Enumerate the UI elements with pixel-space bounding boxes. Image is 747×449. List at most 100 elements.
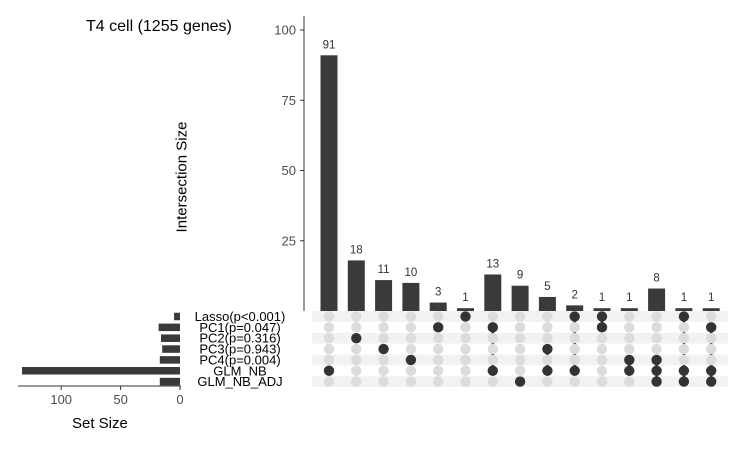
matrix-dot-inactive (569, 354, 580, 366)
matrix-dot-inactive (706, 343, 717, 355)
matrix-dot-active (678, 376, 690, 387)
matrix-dot-active (542, 365, 553, 376)
intersection-value-label: 9 (517, 270, 523, 282)
matrix-dot-inactive (624, 343, 635, 355)
matrix-dot-active (405, 354, 417, 366)
matrix-dot-inactive (460, 333, 471, 344)
chart-title: T4 cell (1255 genes) (86, 18, 232, 35)
matrix-dot-inactive (351, 311, 362, 322)
matrix-dot-active (569, 311, 580, 322)
matrix-dot-inactive (378, 365, 389, 376)
matrix-dot-inactive (706, 311, 717, 322)
matrix-dot-inactive (651, 322, 662, 333)
matrix-dot-inactive (405, 333, 417, 344)
intersection-value-label: 11 (378, 264, 390, 276)
intersection-value-label: 1 (599, 292, 605, 304)
y-tick-label: 50 (282, 163, 296, 178)
matrix-dot-active (624, 354, 635, 366)
matrix-dot-inactive (460, 343, 471, 355)
matrix-dot-inactive (433, 311, 444, 322)
matrix-dot-inactive (460, 376, 471, 387)
intersection-value-label: 1 (708, 292, 714, 304)
matrix-dot-inactive (514, 322, 526, 333)
matrix-dot-inactive (460, 365, 471, 376)
intersection-bar (347, 260, 365, 311)
matrix-dot-active (433, 322, 444, 333)
matrix-dot-active (542, 343, 553, 355)
matrix-dot-inactive (323, 354, 335, 366)
matrix-dot-inactive (514, 365, 526, 376)
matrix-dot-active (487, 322, 498, 333)
matrix-dot-inactive (596, 354, 608, 366)
matrix-dot-active (596, 311, 608, 322)
matrix-dot-inactive (378, 311, 389, 322)
intersection-value-label: 3 (435, 287, 441, 299)
intersection-value-label: 13 (486, 258, 499, 270)
set-size-bar (22, 367, 180, 375)
matrix-dot-inactive (706, 354, 717, 366)
matrix-dot-inactive (323, 343, 335, 355)
y-tick-label: 75 (282, 93, 296, 108)
matrix-dot-inactive (596, 376, 608, 387)
matrix-dot-active (378, 343, 389, 355)
intersection-bar (648, 288, 666, 311)
matrix-dot-inactive (323, 333, 335, 344)
matrix-dot-inactive (706, 333, 717, 344)
x-tick-label: 100 (50, 392, 72, 407)
matrix-dot-inactive (351, 376, 362, 387)
set-label: PC3(p=0.943) (199, 342, 280, 357)
matrix-dot-inactive (460, 322, 471, 333)
matrix-dot-inactive (651, 343, 662, 355)
matrix-dot-inactive (351, 365, 362, 376)
matrix-dot-active (651, 365, 662, 376)
intersection-value-label: 5 (544, 281, 550, 293)
matrix-dot-inactive (678, 343, 690, 355)
intersection-value-label: 1 (462, 292, 468, 304)
set-size-axis-label: Set Size (72, 415, 128, 432)
matrix-dot-active (651, 354, 662, 366)
matrix-dot-inactive (651, 333, 662, 344)
matrix-dot-inactive (323, 322, 335, 333)
matrix-dot-inactive (433, 333, 444, 344)
matrix-dot-inactive (678, 322, 690, 333)
y-tick-label: 25 (282, 233, 296, 248)
matrix-dot-inactive (433, 343, 444, 355)
y-tick-label: 100 (274, 23, 296, 38)
set-label: GLM_NB_ADJ (197, 374, 282, 389)
intersection-bar (538, 296, 556, 311)
matrix-dot-active (706, 376, 717, 387)
matrix-dot-active (514, 376, 526, 387)
intersection-value-label: 1 (626, 292, 632, 304)
intersection-value-label: 18 (350, 244, 363, 256)
intersection-bar (702, 308, 720, 311)
x-tick-label: 50 (113, 392, 127, 407)
matrix-dot-inactive (378, 354, 389, 366)
matrix-dot-inactive (405, 322, 417, 333)
intersection-bar (593, 308, 611, 311)
set-label: PC1(p=0.047) (199, 320, 280, 335)
matrix-dot-inactive (487, 343, 498, 355)
matrix-dot-inactive (351, 322, 362, 333)
matrix-dot-inactive (405, 311, 417, 322)
matrix-dot-inactive (678, 354, 690, 366)
matrix-dot-active (596, 322, 608, 333)
matrix-dot-inactive (542, 354, 553, 366)
matrix-dot-inactive (323, 376, 335, 387)
matrix-dot-inactive (433, 354, 444, 366)
set-size-bar (159, 356, 180, 364)
intersection-bar (429, 302, 447, 311)
intersection-value-label: 2 (571, 289, 577, 301)
intersection-bar (457, 308, 474, 311)
intersection-bar (484, 274, 502, 311)
set-label: PC2(p=0.316) (199, 331, 280, 346)
matrix-dot-inactive (405, 376, 417, 387)
matrix-dot-active (624, 365, 635, 376)
matrix-dot-active (651, 376, 662, 387)
matrix-dot-inactive (624, 322, 635, 333)
matrix-dot-inactive (542, 376, 553, 387)
matrix-dot-inactive (569, 322, 580, 333)
intersection-bar (675, 308, 693, 311)
matrix-dot-inactive (433, 376, 444, 387)
matrix-dot-inactive (405, 343, 417, 355)
